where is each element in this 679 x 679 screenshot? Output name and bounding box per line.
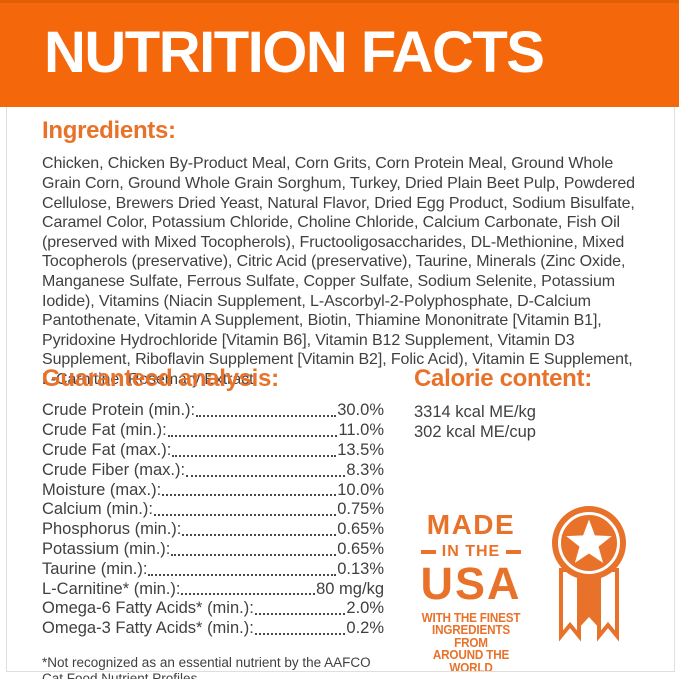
ingredients-heading: Ingredients: (42, 117, 176, 144)
dotted-leader (254, 632, 346, 635)
label-edge-line-right (674, 107, 675, 672)
analysis-label: Taurine (min.): (42, 559, 148, 578)
ingredients-text: Chicken, Chicken By-Product Meal, Corn G… (42, 155, 635, 388)
dotted-leader (254, 613, 346, 616)
analysis-row: Moisture (max.): 10.0% (42, 481, 384, 501)
made-in-usa-badge: MADE IN THE USA WITH THE FINEST INGREDIE… (408, 503, 627, 674)
dotted-leader (171, 553, 337, 556)
dotted-leader (182, 533, 337, 536)
dash-left (420, 550, 436, 554)
analysis-row: Crude Fat (max.): 13.5% (42, 441, 384, 461)
badge-tagline: WITH THE FINEST INGREDIENTS FROM AROUND … (414, 609, 527, 675)
label-edge-line-left (6, 107, 7, 672)
dotted-leader (162, 494, 337, 497)
dotted-leader (196, 415, 337, 418)
analysis-row: Omega-6 Fatty Acids* (min.): 2.0% (42, 599, 384, 619)
analysis-label: Moisture (max.): (42, 480, 162, 499)
analysis-value: 10.0% (337, 480, 384, 499)
tagline-line: INGREDIENTS FROM (432, 622, 510, 650)
analysis-value: 0.2% (346, 619, 384, 638)
calorie-content-section: Calorie content: 3314 kcal ME/kg 302 kca… (414, 365, 592, 442)
analysis-value: 13.5% (337, 440, 384, 459)
in-the-label: IN THE (441, 543, 501, 560)
analysis-label: Crude Fat (min.): (42, 421, 167, 440)
analysis-value: 0.65% (337, 539, 384, 558)
analysis-row: Taurine (min.): 0.13% (42, 560, 384, 580)
calorie-content-heading: Calorie content: (414, 365, 592, 392)
calorie-line-kg: 3314 kcal ME/kg (414, 403, 536, 422)
calorie-line-cup: 302 kcal ME/cup (414, 423, 536, 442)
tagline-line: AROUND THE WORLD (432, 647, 510, 675)
usa-line: USA (420, 558, 522, 609)
analysis-value: 0.75% (337, 500, 384, 519)
analysis-label: Omega-3 Fatty Acids* (min.): (42, 619, 254, 638)
analysis-value: 80 mg/kg (316, 579, 384, 598)
analysis-value: 0.65% (337, 520, 384, 539)
dotted-leader (153, 514, 337, 517)
analysis-row: Calcium (min.): 0.75% (42, 500, 384, 520)
analysis-label: Potassium (min.): (42, 539, 171, 558)
dotted-leader (181, 593, 316, 596)
label-edge-line-bottom (6, 671, 675, 672)
guaranteed-analysis-heading: Guaranteed analysis: (42, 365, 279, 392)
analysis-label: Crude Protein (min.): (42, 401, 196, 420)
analysis-value: 0.13% (337, 559, 384, 578)
tagline-line: WITH THE FINEST (421, 609, 521, 625)
analysis-label: L-Carnitine* (min.): (42, 579, 181, 598)
dotted-leader (172, 454, 337, 457)
analysis-value: 2.0% (346, 599, 384, 618)
guaranteed-analysis-section: Guaranteed analysis: Crude Protein (min.… (42, 365, 384, 679)
analysis-row: Crude Fiber (max.): 8.3% (42, 461, 384, 481)
ingredients-section: Ingredients: Chicken, Chicken By-Product… (42, 117, 644, 390)
ribbon-star-icon (552, 506, 626, 642)
analysis-label: Crude Fat (max.): (42, 440, 172, 459)
analysis-label: Calcium (min.): (42, 500, 153, 519)
in-the-line: IN THE (408, 544, 534, 560)
dotted-leader (148, 573, 337, 576)
analysis-label: Crude Fiber (max.): (42, 460, 186, 479)
analysis-row: Crude Fat (min.): 11.0% (42, 421, 384, 441)
analysis-row: L-Carnitine* (min.): 80 mg/kg (42, 580, 384, 600)
analysis-row: Phosphorus (min.): 0.65% (42, 520, 384, 540)
aafco-footnote: *Not recognized as an essential nutrient… (42, 654, 371, 679)
analysis-value: 11.0% (338, 421, 384, 440)
header-band: NUTRITION FACTS (0, 0, 679, 107)
made-in-usa-text: MADE IN THE USA WITH THE FINEST INGREDIE… (408, 503, 534, 674)
analysis-label: Omega-6 Fatty Acids* (min.): (42, 599, 254, 618)
analysis-table: Crude Protein (min.): 30.0% Crude Fat (mi… (42, 401, 384, 639)
page-title: NUTRITION FACTS (44, 20, 545, 85)
analysis-label: Phosphorus (min.): (42, 520, 182, 539)
analysis-value: 30.0% (337, 401, 384, 420)
dotted-leader (167, 434, 338, 437)
analysis-value: 8.3% (346, 460, 384, 479)
dash-right (506, 550, 522, 554)
analysis-row: Omega-3 Fatty Acids* (min.): 0.2% (42, 619, 384, 639)
analysis-row: Crude Protein (min.): 30.0% (42, 401, 384, 421)
analysis-row: Potassium (min.): 0.65% (42, 540, 384, 560)
dotted-leader (186, 474, 346, 477)
made-line: MADE (426, 509, 516, 540)
